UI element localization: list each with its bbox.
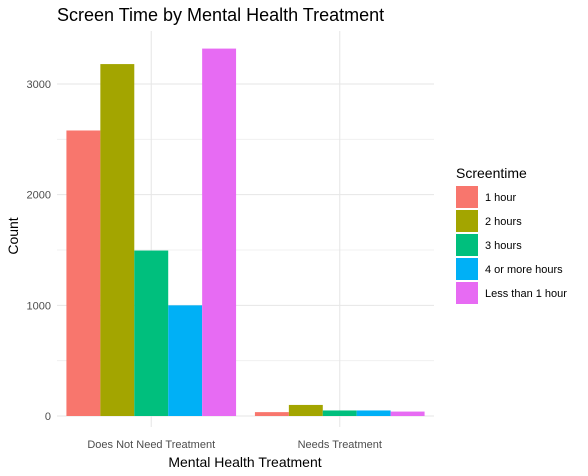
legend-key: [456, 282, 478, 304]
y-tick-label: 2000: [27, 190, 51, 202]
y-tick-label: 1000: [27, 300, 51, 312]
bar: [66, 130, 101, 417]
chart-title: Screen Time by Mental Health Treatment: [57, 5, 384, 25]
legend-item: 2 hours: [456, 210, 522, 232]
legend: Screentime 1 hour 2 hours 3 hours 4 or more…: [456, 165, 567, 304]
y-tick-labels: 0 1000 2000 3000: [27, 79, 51, 423]
bar: [100, 64, 135, 416]
bars: [66, 48, 425, 417]
legend-key: [456, 234, 478, 256]
legend-key: [456, 186, 478, 208]
legend-title: Screentime: [456, 165, 527, 181]
y-axis-title: Count: [5, 217, 21, 254]
x-tick-label: Does Not Need Treatment: [87, 439, 215, 451]
x-axis-title: Mental Health Treatment: [168, 454, 321, 470]
y-tick-label: 0: [45, 411, 51, 423]
legend-item: 4 or more hours: [456, 258, 563, 280]
legend-item: 3 hours: [456, 234, 522, 256]
legend-label: 4 or more hours: [485, 264, 563, 276]
bar: [254, 412, 289, 416]
x-tick-label: Needs Treatment: [298, 439, 382, 451]
legend-label: 1 hour: [485, 192, 517, 204]
bar: [288, 404, 323, 416]
legend-label: 2 hours: [485, 216, 522, 228]
legend-item: 1 hour: [456, 186, 517, 208]
legend-key: [456, 210, 478, 232]
legend-label: 3 hours: [485, 240, 522, 252]
bar: [168, 305, 203, 416]
legend-label: Less than 1 hour: [485, 288, 567, 300]
x-tick-labels: Does Not Need Treatment Needs Treatment: [87, 439, 382, 451]
bar: [390, 411, 425, 416]
bar: [134, 250, 169, 416]
bar: [356, 410, 391, 416]
bar: [322, 410, 357, 416]
y-tick-label: 3000: [27, 79, 51, 91]
bar: [202, 48, 237, 416]
legend-item: Less than 1 hour: [456, 282, 567, 304]
legend-key: [456, 258, 478, 280]
